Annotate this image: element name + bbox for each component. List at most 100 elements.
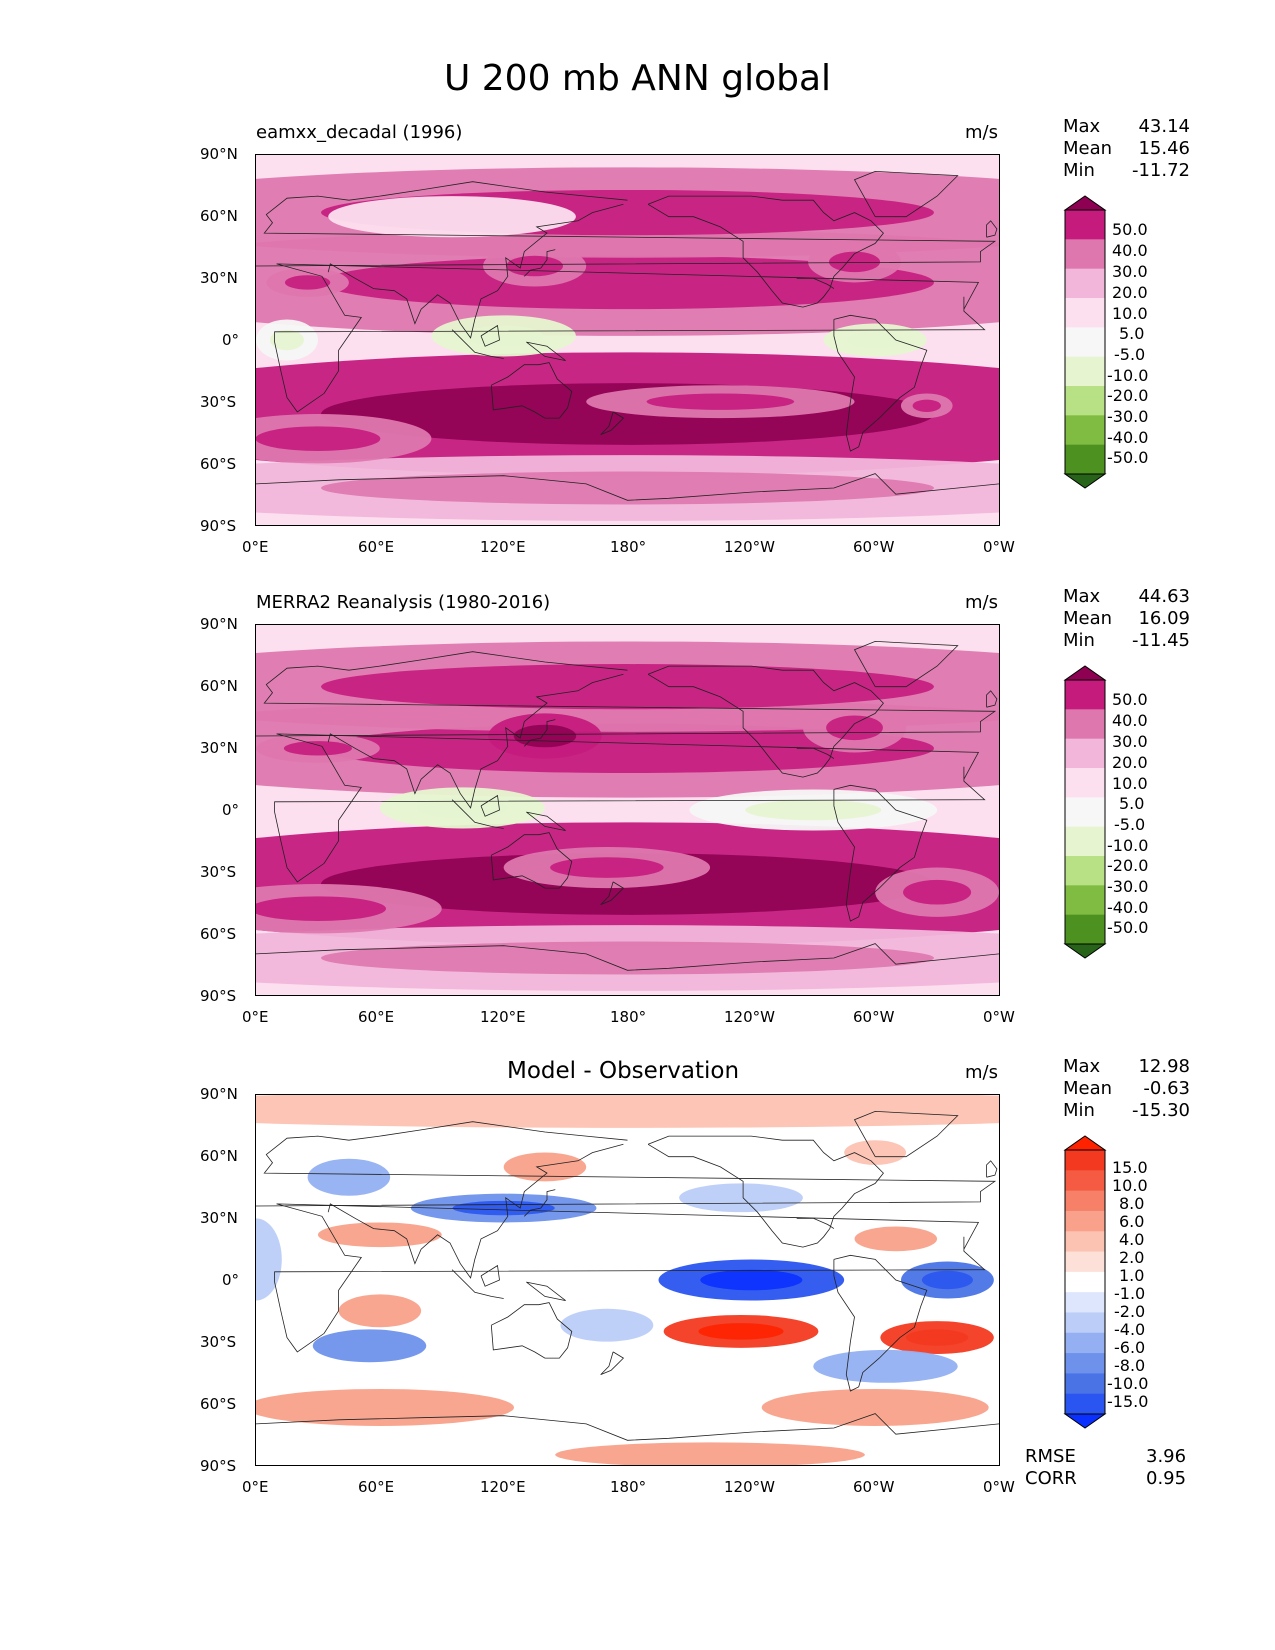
panel-3-colorbar-label: 6.0 [1119, 1212, 1145, 1231]
coastline [600, 411, 625, 435]
field-feature [844, 1140, 907, 1165]
panel-3-lat-tick: 90°S [200, 1457, 237, 1475]
panel-2-colorbar-label: -30.0 [1107, 877, 1149, 896]
panel-1-lat-tick: 30°N [200, 269, 238, 287]
coastline [480, 1264, 500, 1287]
panel-3-lat-tick: 0° [222, 1271, 240, 1289]
field-feature [256, 1095, 999, 1128]
panel-2-lat-tick: 30°S [200, 863, 237, 881]
field-feature [312, 1329, 427, 1363]
panel-3-colorbar-svg [1063, 1135, 1107, 1429]
colorbar-segment [1065, 1231, 1105, 1253]
panel-2-lon-tick: 120°E [480, 1008, 526, 1026]
field-core [905, 1329, 969, 1346]
panel-2-min-value: -11.45 [1131, 630, 1190, 651]
coastline [256, 473, 999, 501]
panel-3-colorbar-label: -2.0 [1114, 1302, 1146, 1321]
panel-1-lat-tick: 30°S [200, 393, 237, 411]
colorbar-segment [1065, 709, 1105, 740]
panel-2-lon-tick: 60°W [853, 1008, 895, 1026]
panel-1-colorbar-label: -20.0 [1107, 386, 1149, 405]
coastline [853, 1110, 959, 1158]
panel-3-colorbar-label: -15.0 [1107, 1392, 1149, 1411]
field-feature [555, 1442, 865, 1465]
panel-2-lon-tick: 60°E [358, 1008, 395, 1026]
panel-2-colorbar-svg [1063, 665, 1107, 959]
coastline [833, 314, 928, 452]
panel-2-lon-tick: 0°W [983, 1008, 1015, 1026]
coastline [256, 181, 997, 267]
field-feature [813, 1349, 958, 1383]
panel-2-colorbar-label: -50.0 [1107, 918, 1149, 937]
coastline [796, 747, 835, 759]
panel-1-lon-tick: 180° [610, 538, 647, 556]
panel-2-coastlines [256, 640, 999, 971]
panel-3-lon-tick: 60°E [358, 1478, 395, 1496]
colorbar-segment [1065, 826, 1105, 857]
colorbar-outline [1064, 1149, 1106, 1415]
field-feature [679, 1183, 803, 1213]
colorbar-extend-bottom [1063, 943, 1107, 959]
panel-1-map-svg [256, 155, 999, 525]
panel-1-colorbar-label: 20.0 [1112, 283, 1148, 302]
panel-2-lat-tick: 30°N [200, 739, 238, 757]
coastline [451, 1269, 504, 1299]
figure-title: U 200 mb ANN global [443, 58, 832, 99]
panel-3-lon-tick: 120°W [724, 1478, 775, 1496]
coastline [256, 1413, 999, 1441]
coastline [274, 263, 986, 413]
coastline [986, 690, 998, 708]
panel-1-units: m/s [965, 122, 998, 143]
panel-3-title: Model - Observation [507, 1058, 740, 1084]
coastline [524, 1189, 556, 1217]
panel-2-max-value: 44.63 [1138, 586, 1190, 607]
panel-2-colorbar-label: -10.0 [1107, 836, 1149, 855]
panel-2-min-label: Min [1063, 630, 1095, 651]
field-core [321, 471, 934, 505]
colorbar-segment [1065, 1150, 1105, 1171]
coastline [274, 1203, 986, 1353]
colorbar-extend-bottom [1063, 473, 1107, 489]
field-feature [328, 196, 576, 238]
panel-1-colorbar-label: -40.0 [1107, 428, 1149, 447]
colorbar-extend-bottom [1063, 1413, 1107, 1429]
coastline [526, 811, 566, 831]
panel-3-lon-tick: 120°E [480, 1478, 526, 1496]
panel-3-colorbar-label: 10.0 [1112, 1176, 1148, 1195]
panel-2-colorbar-label: 30.0 [1112, 732, 1148, 751]
panel-3-map-svg [256, 1095, 999, 1465]
coastline [796, 1217, 835, 1229]
coastline [256, 651, 997, 737]
field-core [912, 399, 941, 412]
coastline [451, 329, 504, 359]
colorbar-segment [1065, 1170, 1105, 1192]
coastline [256, 943, 999, 971]
panel-3-lat-tick: 90°N [200, 1085, 238, 1103]
panel-3-colorbar-label: -4.0 [1114, 1320, 1146, 1339]
coastline [490, 1302, 573, 1359]
panel-3-lat-tick: 30°N [200, 1209, 238, 1227]
panel-2-lon-tick: 180° [610, 1008, 647, 1026]
panel-3-lon-tick: 0°E [242, 1478, 269, 1496]
field-feature [854, 1226, 938, 1252]
field-core [921, 1270, 973, 1290]
panel-2-lon-tick: 120°W [724, 1008, 775, 1026]
colorbar-segment [1065, 1373, 1105, 1395]
coastline [986, 220, 998, 238]
panel-3-max-label: Max [1063, 1056, 1101, 1077]
field-core [745, 799, 882, 821]
panel-2-lat-tick: 90°S [200, 987, 237, 1005]
coastline [647, 665, 884, 778]
coastline [490, 362, 573, 419]
coastline [490, 832, 573, 889]
panel-3-map [255, 1094, 1000, 1466]
panel-2-lat-tick: 0° [222, 801, 240, 819]
colorbar-segment [1065, 239, 1105, 270]
panel-1-colorbar [1063, 194, 1107, 490]
panel-1-title: eamxx_decadal (1996) [256, 122, 463, 143]
field-core [506, 255, 564, 277]
field-core [321, 723, 934, 773]
panel-1-lon-tick: 60°W [853, 538, 895, 556]
panel-3-colorbar-label: -10.0 [1107, 1374, 1149, 1393]
corr-value: 0.95 [1146, 1468, 1187, 1489]
